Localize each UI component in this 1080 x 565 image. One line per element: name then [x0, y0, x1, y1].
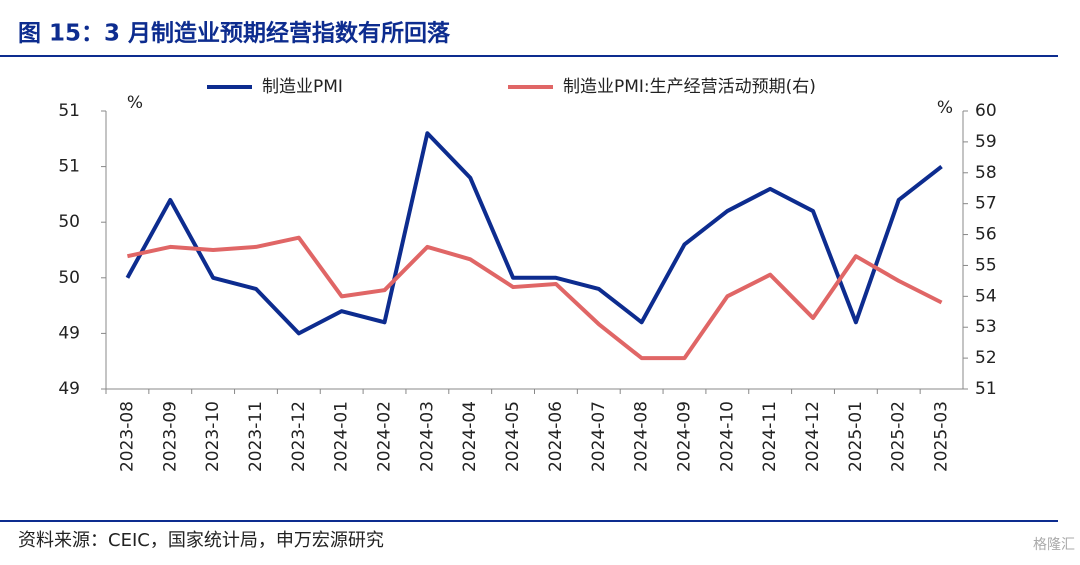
y-tick-label: 51: [58, 101, 80, 121]
y2-tick-label: 54: [975, 286, 997, 306]
source: 资料来源：CEIC，国家统计局，申万宏源研究: [18, 530, 384, 551]
x-tick-label: 2023-09: [160, 401, 180, 472]
y2-tick-label: 58: [975, 163, 997, 183]
y-tick-label: 49: [58, 379, 80, 399]
y-tick-label: 49: [58, 323, 80, 343]
y-axis-label: %: [127, 93, 143, 113]
x-tick-label: 2024-04: [460, 401, 480, 472]
x-tick-label: 2024-02: [375, 401, 395, 472]
x-tick-label: 2023-12: [289, 401, 309, 472]
y2-axis-label: %: [937, 98, 953, 118]
x-tick-label: 2024-03: [417, 401, 437, 472]
y-tick-label: 50: [58, 212, 80, 232]
x-tick-label: 2024-01: [332, 401, 352, 472]
y2-tick-label: 56: [975, 225, 997, 245]
legend-label: 制造业PMI: [262, 77, 343, 97]
x-tick-label: 2023-10: [203, 401, 223, 472]
legend-label: 制造业PMI:生产经营活动预期(右): [563, 77, 816, 97]
x-tick-label: 2024-05: [503, 401, 523, 472]
y-tick-label: 50: [58, 268, 80, 288]
x-tick-label: 2023-11: [246, 401, 266, 472]
y2-tick-label: 57: [975, 194, 997, 214]
series-line: [127, 235, 943, 361]
y2-tick-label: 52: [975, 348, 997, 368]
x-tick-label: 2024-06: [546, 401, 566, 472]
x-tick-label: 2025-02: [889, 401, 909, 472]
x-tick-label: 2024-11: [760, 401, 780, 472]
y2-tick-label: 60: [975, 101, 997, 121]
y2-tick-label: 59: [975, 132, 997, 152]
y2-tick-label: 53: [975, 317, 997, 337]
x-tick-label: 2024-12: [803, 401, 823, 472]
x-tick-label: 2025-03: [932, 401, 952, 472]
x-tick-label: 2023-08: [117, 401, 137, 472]
x-tick-label: 2024-10: [717, 401, 737, 472]
y-tick-label: 51: [58, 157, 80, 177]
watermark: 格隆汇: [1033, 537, 1075, 553]
x-tick-label: 2024-08: [632, 401, 652, 472]
series-line: [125, 131, 943, 336]
x-tick-label: 2024-09: [674, 401, 694, 472]
y2-tick-label: 55: [975, 255, 997, 275]
x-tick-label: 2024-07: [589, 401, 609, 472]
title: 图 15：3 月制造业预期经营指数有所回落: [18, 20, 451, 47]
y2-tick-label: 51: [975, 379, 997, 399]
x-tick-label: 2025-01: [846, 401, 866, 472]
